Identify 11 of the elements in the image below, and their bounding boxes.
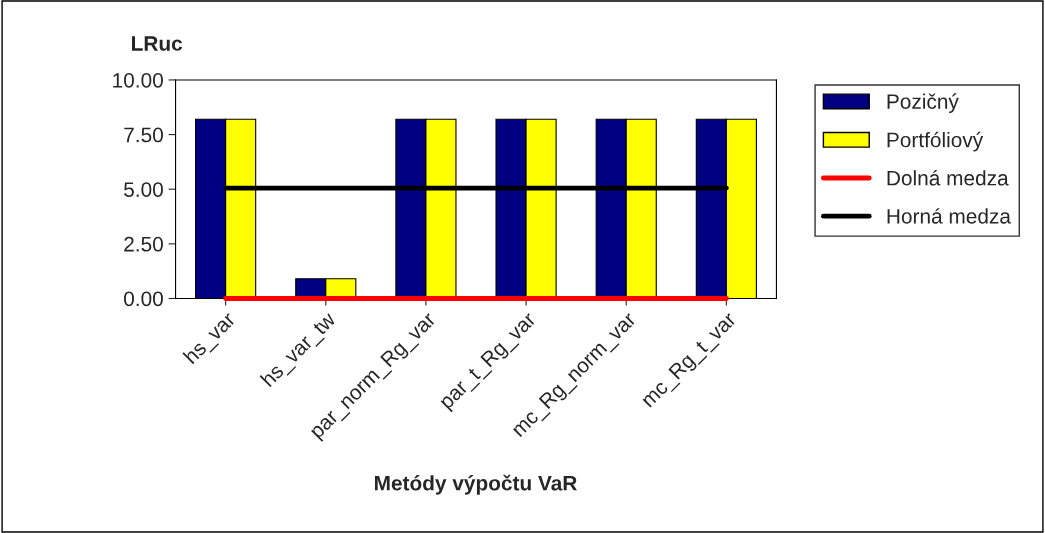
- y-tick-label: 2.50: [124, 236, 163, 252]
- legend-label: Portfóliový: [887, 131, 984, 152]
- legend-label: Pozičný: [887, 93, 959, 114]
- y-tick-label: 5.00: [124, 182, 163, 197]
- legend-label: Horná medza: [887, 208, 1011, 224]
- legend-label: Dolná medza: [887, 169, 1009, 186]
- y-axis-title: LRuc: [132, 36, 183, 51]
- x-axis-title: Metódy výpočtu VaR: [375, 474, 577, 495]
- y-tick-label: 7.50: [124, 127, 163, 143]
- y-tick-label: 0.00: [124, 291, 163, 307]
- y-tick-label: 10.00: [113, 72, 163, 88]
